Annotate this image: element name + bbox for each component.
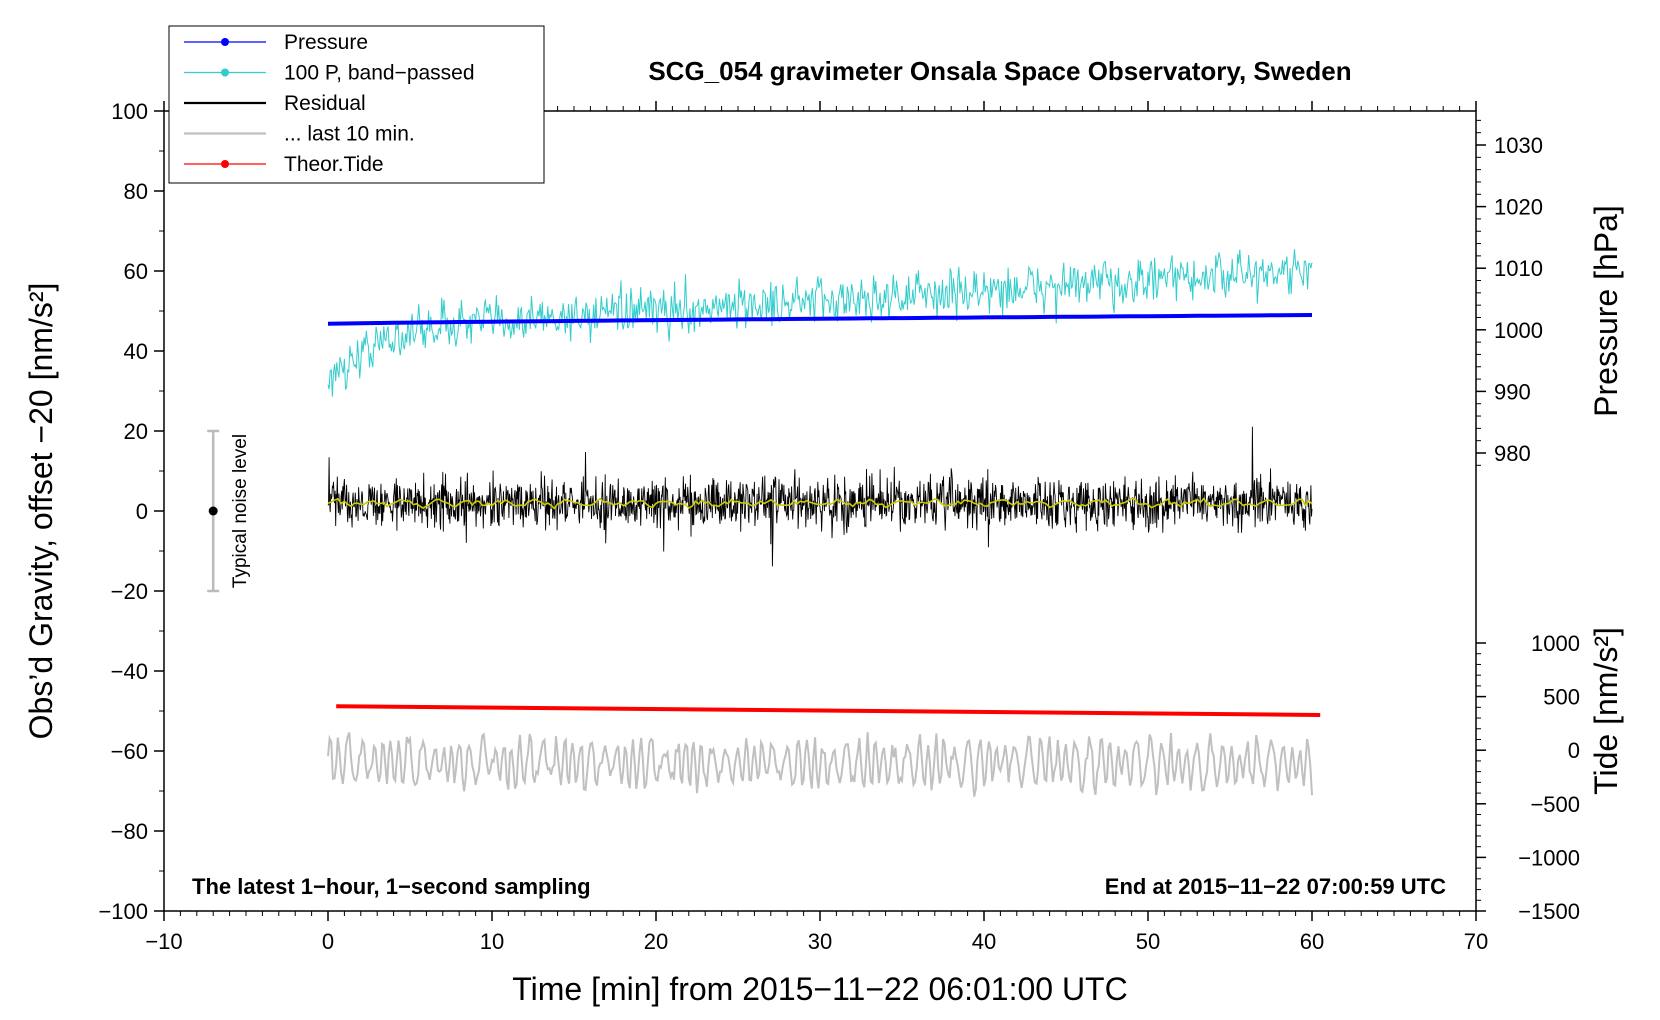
x-tick-label: 70: [1464, 929, 1488, 954]
tide-tick-label: 0: [1568, 738, 1580, 763]
legend-marker: [221, 68, 229, 77]
tide-tick-label: −1000: [1518, 845, 1580, 870]
legend-entry: Theor.Tide: [184, 153, 384, 176]
y-tick-label: −20: [111, 579, 148, 604]
y-axis-left-title: Obs’d Gravity, offset −20 [nm/s²]: [23, 283, 59, 740]
legend-entry: 100 P, band−passed: [184, 62, 475, 85]
pressure-tick-label: 980: [1494, 441, 1531, 466]
legend-label: 100 P, band−passed: [284, 62, 475, 85]
series-pressure: [327, 313, 1313, 326]
tide-tick-label: 500: [1543, 685, 1580, 710]
x-tick-label: 60: [1300, 929, 1324, 954]
y-tick-label: 20: [124, 419, 148, 444]
pressure-tick-label: 1030: [1494, 133, 1543, 158]
y-tick-label: −100: [98, 899, 148, 924]
series-theoretical-tide: [336, 704, 1321, 717]
chart-title: SCG_054 gravimeter Onsala Space Observat…: [648, 56, 1351, 86]
tide-tick-label: −500: [1530, 792, 1580, 817]
noise-indicator: [207, 429, 220, 593]
legend-entry: Pressure: [184, 31, 368, 54]
series-layer: [327, 249, 1321, 797]
y-tick-label: 80: [124, 179, 148, 204]
x-tick-label: 0: [322, 929, 334, 954]
pressure-tick-label: 990: [1494, 379, 1531, 404]
x-tick-label: 50: [1136, 929, 1160, 954]
y-tick-label: 40: [124, 339, 148, 364]
tide-tick-label: −1500: [1518, 899, 1580, 924]
legend: Pressure 100 P, band−passed Residual ... la…: [168, 25, 545, 184]
y-axis-tide-title: Tide [nm/s²]: [1588, 627, 1624, 795]
x-axis-title: Time [min] from 2015−11−22 06:01:00 UTC: [512, 971, 1127, 1007]
x-tick-label: 40: [972, 929, 996, 954]
y-axis-left: 100 80 60 40 20 0 −20 −40 −60 −80 −100: [98, 99, 164, 924]
y-axis-pressure-title: Pressure [hPa]: [1588, 205, 1624, 417]
y-tick-label: −40: [111, 659, 148, 684]
noise-center-dot: [208, 506, 218, 516]
x-tick-label: 20: [644, 929, 668, 954]
legend-label: ... last 10 min.: [284, 123, 415, 146]
x-tick-label: −10: [145, 929, 182, 954]
legend-label: Residual: [284, 92, 366, 115]
end-time-note: End at 2015−11−22 07:00:59 UTC: [1105, 874, 1446, 899]
noise-label: Typical noise level: [230, 434, 251, 588]
y-tick-label: −60: [111, 739, 148, 764]
y-axis-pressure: 1030 1020 1010 1000 990 980: [1476, 119, 1543, 466]
sampling-note: The latest 1−hour, 1−second sampling: [192, 874, 591, 899]
series-residual-smoothed: [327, 497, 1313, 510]
x-axis: −10 0 10 20 30 40 50 60 70: [145, 101, 1488, 954]
legend-marker: [221, 38, 229, 46]
legend-marker: [221, 160, 229, 168]
pressure-tick-label: 1010: [1494, 256, 1543, 281]
x-tick-label: 30: [808, 929, 832, 954]
y-tick-label: −80: [111, 819, 148, 844]
y-tick-label: 0: [136, 499, 148, 524]
series-last-10-min: [327, 732, 1313, 797]
pressure-tick-label: 1020: [1494, 195, 1543, 220]
y-tick-label: 100: [111, 99, 148, 124]
legend-box: [168, 25, 545, 184]
tide-tick-label: 1000: [1531, 631, 1580, 656]
y-tick-label: 60: [124, 259, 148, 284]
pressure-tick-label: 1000: [1494, 318, 1543, 343]
legend-entry: ... last 10 min.: [184, 123, 415, 146]
legend-label: Pressure: [284, 31, 368, 54]
series-residual: [327, 426, 1313, 567]
y-axis-tide: 1000 500 0 −500 −1000 −1500: [1476, 631, 1580, 924]
x-tick-label: 10: [480, 929, 504, 954]
legend-entry: Residual: [184, 92, 366, 115]
legend-label: Theor.Tide: [284, 153, 384, 176]
